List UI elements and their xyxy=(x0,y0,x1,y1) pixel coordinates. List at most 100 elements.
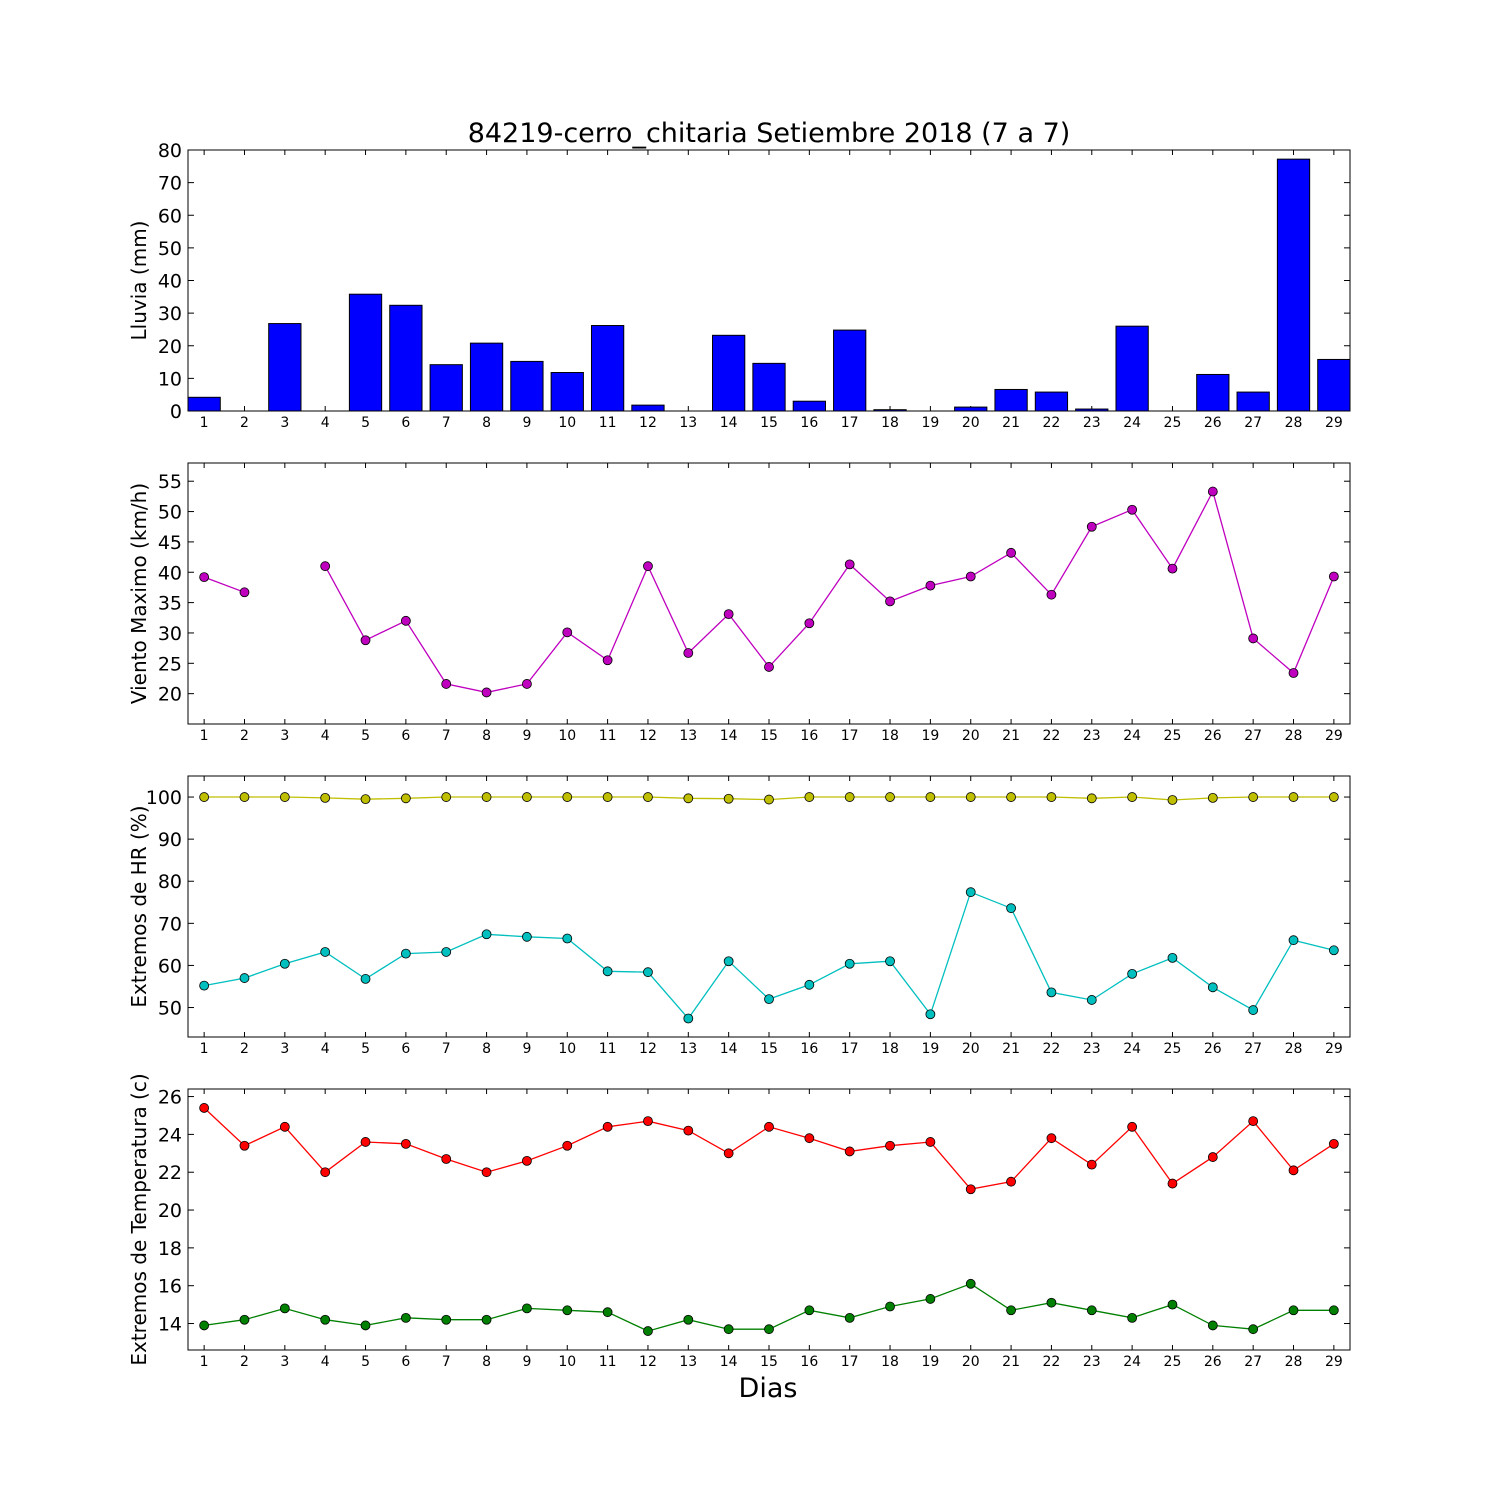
wind-x-tick-label: 5 xyxy=(361,728,370,744)
rain-x-tick-label: 6 xyxy=(401,415,410,431)
wind-x-tick-label: 2 xyxy=(240,728,249,744)
hr-max-point xyxy=(844,792,855,802)
wind-x-tick-label: 6 xyxy=(401,728,410,744)
humidity-x-tick-label: 17 xyxy=(841,1041,859,1057)
rain-bar xyxy=(348,293,383,412)
temperature-y-axis-label: Extremos de Temperatura (c) xyxy=(127,1073,151,1365)
hr-min-point xyxy=(764,994,774,1005)
temp-max-point xyxy=(643,1116,653,1127)
humidity-x-tick-label: 25 xyxy=(1164,1041,1182,1057)
humidity-y-tick-label: 90 xyxy=(158,829,182,851)
temperature-x-tick-label: 21 xyxy=(1002,1354,1020,1370)
temperature-x-tick-label: 9 xyxy=(522,1354,531,1370)
rain-y-tick-label: 60 xyxy=(158,205,182,227)
temp-max-point xyxy=(1328,1138,1339,1149)
rain-bar xyxy=(1196,373,1230,412)
humidity-x-tick-label: 6 xyxy=(401,1041,410,1057)
hr-min-point xyxy=(643,967,653,978)
temperature-x-tick-label: 3 xyxy=(280,1354,289,1370)
humidity-x-tick-label: 15 xyxy=(760,1041,778,1057)
hr-min-point xyxy=(1288,935,1299,946)
hr-min-point xyxy=(683,1013,694,1024)
temp-min-point xyxy=(965,1278,976,1289)
wind-point xyxy=(804,618,815,629)
hr-max-point xyxy=(764,794,774,805)
wind-x-tick-label: 15 xyxy=(760,728,778,744)
wind-x-tick-label: 10 xyxy=(558,728,576,744)
rain-x-tick-label: 24 xyxy=(1123,415,1141,431)
temp-max-point xyxy=(1167,1178,1178,1189)
wind-x-tick-label: 26 xyxy=(1204,728,1222,744)
hr-max-point xyxy=(320,792,331,803)
temp-min-point xyxy=(1167,1299,1178,1310)
temp-min-point xyxy=(239,1314,250,1325)
temperature-x-tick-label: 29 xyxy=(1325,1354,1343,1370)
temperature-x-tick-label: 4 xyxy=(321,1354,330,1370)
temp-min-point xyxy=(1328,1305,1339,1316)
wind-point xyxy=(764,662,774,672)
humidity-x-tick-label: 14 xyxy=(720,1041,738,1057)
hr-max-point xyxy=(562,792,573,802)
rain-x-tick-label: 11 xyxy=(599,415,617,431)
wind-x-tick-label: 4 xyxy=(321,728,330,744)
hr-min-point xyxy=(1167,952,1178,963)
humidity-x-tick-label: 24 xyxy=(1123,1041,1141,1057)
rain-x-tick-label: 20 xyxy=(962,415,980,431)
wind-point xyxy=(562,627,573,638)
rain-bar xyxy=(590,325,625,412)
wind-y-axis-label: Viento Maximo (km/h) xyxy=(127,483,151,704)
wind-x-tick-label: 20 xyxy=(962,728,980,744)
temperature-y-tick-label: 20 xyxy=(158,1200,182,1222)
temperature-x-tick-label: 1 xyxy=(200,1354,209,1370)
wind-y-tick-label: 25 xyxy=(158,653,182,675)
humidity-x-tick-label: 27 xyxy=(1244,1041,1262,1057)
rain-x-tick-label: 26 xyxy=(1204,415,1222,431)
hr-min-point xyxy=(279,958,290,969)
rain-x-tick-label: 14 xyxy=(720,415,738,431)
temp-max-point xyxy=(1207,1152,1218,1162)
temperature-x-tick-label: 7 xyxy=(442,1354,451,1370)
wind-point xyxy=(239,587,250,598)
humidity-x-tick-label: 28 xyxy=(1285,1041,1303,1057)
wind-point xyxy=(1207,486,1218,497)
humidity-x-tick-label: 22 xyxy=(1043,1041,1061,1057)
humidity-x-tick-label: 20 xyxy=(962,1041,980,1057)
humidity-x-tick-label: 2 xyxy=(240,1041,249,1057)
temp-max-point xyxy=(199,1103,210,1113)
wind-point xyxy=(441,679,452,689)
hr-min-point xyxy=(1127,968,1138,979)
hr-min-point xyxy=(1248,1005,1259,1015)
humidity-y-axis-label: Extremos de HR (%) xyxy=(127,805,151,1007)
hr-min-point xyxy=(239,973,250,983)
temp-min-point xyxy=(562,1305,573,1316)
hr-max-point xyxy=(1328,792,1339,802)
wind-x-tick-label: 12 xyxy=(639,728,657,744)
temp-max-point xyxy=(1006,1176,1016,1187)
hr-max-point xyxy=(723,793,734,804)
temp-min-point xyxy=(279,1303,290,1314)
rain-bar xyxy=(833,329,867,412)
rain-bar xyxy=(510,360,544,412)
rain-x-tick-label: 13 xyxy=(679,415,697,431)
hr-max-point xyxy=(683,793,694,804)
temperature-x-tick-label: 24 xyxy=(1123,1354,1141,1370)
humidity-x-tick-label: 10 xyxy=(558,1041,576,1057)
temp-max-point xyxy=(441,1154,452,1164)
hr-min-point xyxy=(602,966,613,977)
humidity-x-tick-label: 11 xyxy=(599,1041,617,1057)
rain-bar xyxy=(268,323,302,412)
wind-point xyxy=(481,687,492,698)
rain-bar xyxy=(1236,391,1270,412)
temp-max-point xyxy=(925,1137,936,1147)
temperature-x-tick-label: 17 xyxy=(841,1354,859,1370)
hr-max-point xyxy=(925,792,936,802)
temp-max-point xyxy=(522,1155,532,1166)
hr-min-point xyxy=(1046,987,1057,998)
wind-point xyxy=(1086,521,1097,532)
rain-bar xyxy=(752,362,786,412)
temp-max-point xyxy=(885,1140,895,1151)
rain-x-tick-label: 16 xyxy=(800,415,818,431)
hr-max-point xyxy=(1086,793,1097,804)
